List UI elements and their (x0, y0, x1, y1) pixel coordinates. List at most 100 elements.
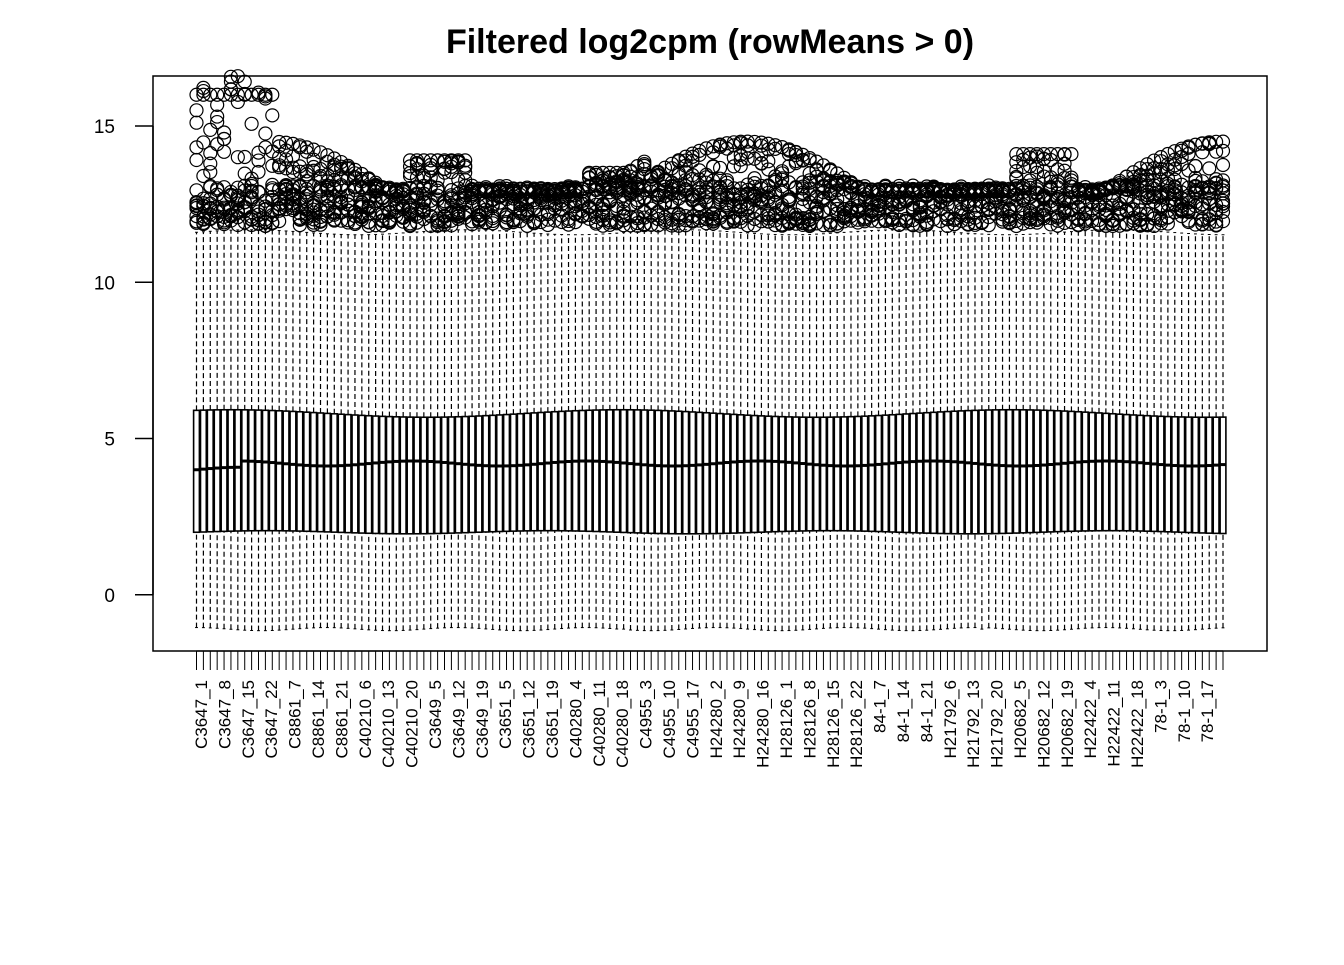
outlier-point (919, 208, 934, 223)
box-iqr (433, 416, 442, 535)
outlier-point (1209, 214, 1224, 229)
box-iqr (482, 414, 490, 533)
outlier-point (361, 218, 376, 233)
outlier-point (740, 208, 755, 224)
outlier-point (774, 171, 790, 186)
outlier-point (272, 139, 287, 154)
outlier-point (712, 160, 728, 176)
box-iqr (792, 416, 800, 532)
outlier-point (251, 216, 266, 231)
box-iqr (309, 411, 318, 533)
box-55 (561, 179, 576, 629)
box-iqr (1109, 412, 1117, 532)
box-iqr (1219, 416, 1227, 535)
y-tick-label: 5 (104, 430, 115, 451)
x-tick-label: H22422_4 (1081, 680, 1100, 758)
x-tick-label: C3649_12 (449, 680, 468, 758)
box-119 (1002, 181, 1017, 630)
box-50 (526, 181, 542, 631)
outlier-point (1064, 147, 1079, 162)
x-tick-label: C4955_3 (637, 680, 656, 749)
box-iqr (1205, 416, 1213, 534)
outlier-point (595, 196, 611, 212)
outlier-point (334, 161, 349, 176)
box-67 (644, 168, 659, 632)
outlier-point (230, 94, 245, 110)
box-24 (347, 162, 363, 630)
outlier-point (203, 200, 218, 215)
outlier-point (216, 209, 232, 225)
outlier-point (699, 175, 714, 190)
box-iqr (929, 411, 938, 535)
outlier-point (582, 179, 597, 194)
outlier-point (416, 178, 431, 194)
outlier-point (761, 185, 776, 200)
outlier-point (1050, 218, 1065, 233)
box-27 (368, 175, 383, 631)
box-133 (1098, 180, 1113, 629)
outlier-point (795, 153, 810, 168)
box-iqr (833, 416, 841, 532)
y-tick-label: 10 (94, 273, 115, 294)
outlier-point (678, 218, 693, 233)
outlier-point (230, 87, 245, 102)
outlier-point (898, 213, 914, 228)
outlier-point (726, 135, 741, 150)
box-117 (988, 180, 1003, 629)
box-iqr (1026, 409, 1034, 534)
outlier-point (1188, 182, 1203, 198)
box-iqr (613, 408, 621, 533)
outlier-point (244, 116, 259, 131)
outlier-point (196, 83, 211, 99)
outlier-point (616, 208, 631, 223)
box-iqr (964, 409, 972, 535)
outlier-point (203, 164, 218, 180)
box-iqr (571, 409, 580, 532)
outlier-point (272, 214, 287, 229)
box-iqr (888, 413, 897, 533)
box-26 (361, 171, 376, 631)
outlier-point (1181, 146, 1196, 161)
box-59 (588, 165, 604, 629)
box-108 (926, 179, 941, 631)
box-iqr (923, 411, 931, 534)
box-147 (1195, 136, 1210, 630)
outlier-point (210, 109, 225, 124)
box-123 (1029, 147, 1045, 632)
outlier-point (1147, 153, 1162, 168)
outlier-point (926, 212, 941, 227)
outlier-point (265, 177, 280, 193)
outlier-point (423, 157, 438, 172)
box-iqr (468, 415, 476, 534)
x-tick-label: C40210_20 (403, 680, 422, 768)
x-tick-label: C3651_12 (520, 680, 539, 758)
box-iqr (957, 410, 965, 535)
box-iqr (537, 411, 545, 532)
box-iqr (991, 409, 1000, 535)
outlier-point (437, 217, 452, 232)
outlier-point (292, 164, 307, 179)
box-iqr (998, 408, 1007, 535)
box-iqr (254, 409, 263, 532)
outlier-point (1002, 209, 1017, 224)
box-52 (540, 181, 555, 631)
box-iqr (854, 415, 862, 532)
outlier-point (299, 164, 314, 179)
outlier-point (1043, 147, 1058, 162)
box-99 (864, 182, 879, 630)
box-iqr (909, 412, 917, 534)
box-iqr (1081, 411, 1089, 532)
box-iqr (867, 415, 876, 533)
outlier-point (1209, 218, 1224, 233)
box-iqr (220, 408, 228, 533)
outlier-point (1112, 218, 1127, 233)
box-48 (513, 181, 528, 632)
outlier-point (857, 184, 872, 199)
outlier-point (334, 213, 349, 228)
outlier-point (802, 187, 817, 202)
outlier-point (520, 218, 535, 233)
outlier-point (547, 184, 562, 199)
outlier-point (685, 146, 700, 161)
outlier-point (995, 212, 1010, 227)
outlier-point (1050, 180, 1065, 195)
